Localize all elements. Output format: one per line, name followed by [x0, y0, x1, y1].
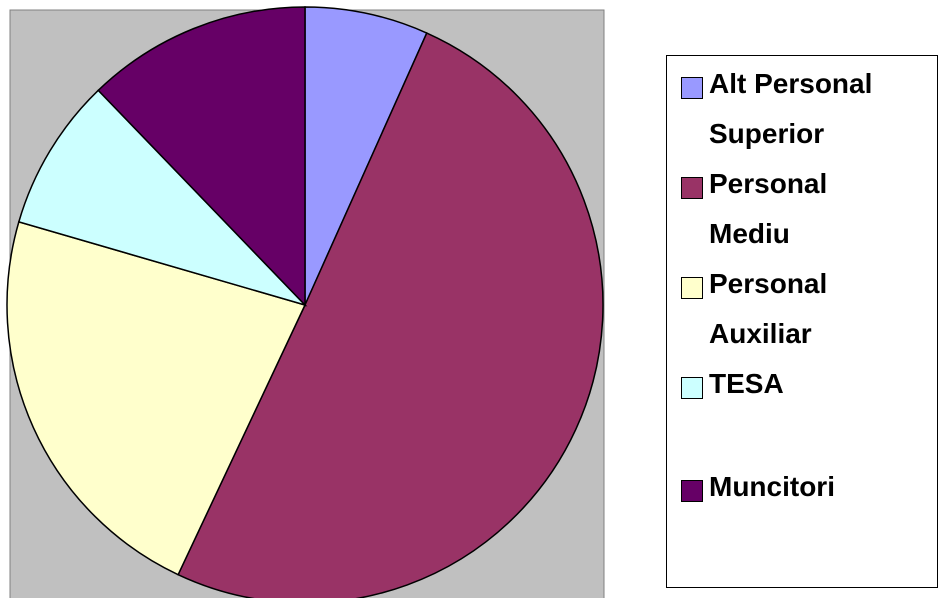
legend-label: Muncitori	[709, 471, 835, 502]
pie-slice	[17, 89, 308, 307]
pie-slice	[6, 220, 307, 576]
legend-item: Personal Auxiliar	[681, 268, 931, 359]
legend-swatch	[681, 480, 703, 502]
legend-swatch	[681, 377, 703, 399]
legend-item: TESA	[681, 368, 931, 409]
legend-label: Personal Mediu	[709, 168, 828, 249]
legend-swatch	[681, 177, 703, 199]
legend: Alt Personal Superior Personal Mediu Perso…	[666, 55, 938, 588]
legend-item: Alt Personal Superior	[681, 68, 931, 159]
chart	[6, 6, 605, 598]
legend-swatch	[681, 277, 703, 299]
pie-slice	[304, 6, 428, 306]
legend-label: Alt Personal Superior	[709, 68, 873, 149]
legend-label: Personal Auxiliar	[709, 268, 828, 349]
legend-item: Muncitori	[681, 471, 931, 512]
pie-slice	[177, 32, 604, 598]
legend-item: Personal Mediu	[681, 168, 931, 259]
legend-label: TESA	[709, 368, 784, 399]
pie-slice	[97, 6, 306, 307]
legend-swatch	[681, 77, 703, 99]
